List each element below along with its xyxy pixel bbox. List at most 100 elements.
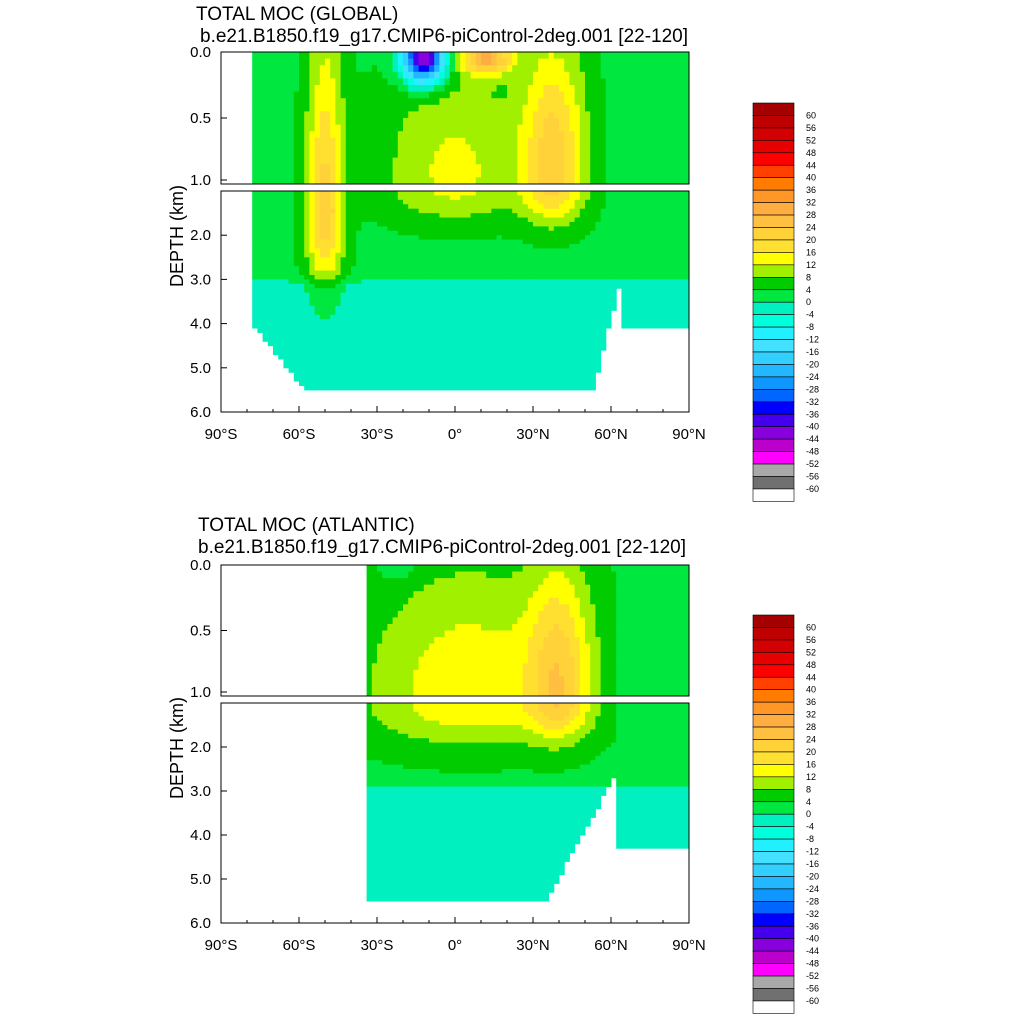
contour-cell [579, 350, 586, 356]
contour-cell [647, 261, 654, 267]
contour-cell [335, 354, 342, 360]
contour-cell [403, 266, 409, 272]
contour-cell [309, 85, 316, 93]
contour-cell [605, 164, 612, 172]
contour-cell [387, 292, 394, 298]
contour-cell [668, 104, 674, 112]
contour-cell [273, 104, 279, 112]
contour-cell [361, 157, 368, 165]
contour-cell [460, 350, 466, 356]
contour-cell [491, 91, 498, 99]
contour-cell [397, 195, 404, 201]
contour-cell [527, 358, 534, 364]
contour-cell [413, 104, 420, 112]
contour-cell [642, 217, 648, 223]
contour-cell [647, 85, 654, 93]
contour-cell [647, 266, 654, 272]
contour-cell [507, 104, 513, 112]
contour-cell [564, 358, 570, 364]
contour-cell [397, 85, 404, 93]
contour-cell [439, 252, 446, 258]
contour-cell [387, 71, 394, 79]
contour-cell [262, 124, 269, 132]
contour-cell [330, 319, 336, 325]
contour-cell [293, 78, 300, 86]
contour-cell [481, 266, 487, 272]
contour-cell [366, 52, 373, 60]
contour-cell [387, 131, 394, 139]
contour-cell [449, 104, 456, 112]
contour-cell [569, 283, 576, 289]
contour-cell [543, 170, 550, 178]
contour-cell [304, 367, 310, 373]
contour-cell [283, 345, 290, 351]
contour-cell [392, 297, 399, 302]
contour-cell [382, 104, 388, 112]
contour-cell [304, 248, 310, 254]
contour-cell [262, 301, 269, 307]
contour-cell [413, 252, 420, 258]
contour-cell [559, 367, 565, 373]
contour-cell [366, 319, 373, 325]
contour-cell [413, 336, 420, 342]
contour-cell [460, 279, 466, 285]
contour-cell [382, 144, 388, 152]
contour-cell [340, 157, 347, 165]
contour-cell [579, 91, 586, 99]
contour-cell [460, 221, 466, 227]
contour-cell [668, 288, 674, 294]
contour-cell [605, 104, 612, 112]
contour-cell [512, 279, 518, 285]
contour-cell [283, 323, 290, 329]
contour-cell [647, 221, 654, 227]
contour-cell [283, 52, 290, 60]
contour-cell [496, 358, 503, 364]
contour-cell [439, 221, 446, 227]
contour-cell [371, 164, 378, 172]
contour-cell [273, 151, 279, 159]
contour-cell [605, 314, 612, 320]
contour-cell [345, 239, 352, 245]
contour-cell [590, 350, 596, 356]
contour-cell [257, 118, 264, 126]
contour-cell [637, 283, 643, 289]
contour-cell [382, 85, 388, 93]
contour-cell [434, 385, 440, 391]
contour-cell [392, 204, 399, 210]
contour-cell [429, 226, 435, 232]
contour-cell [335, 319, 342, 325]
contour-cell [631, 266, 638, 272]
contour-cell [600, 292, 607, 298]
contour-cell [543, 314, 550, 320]
contour-cell [512, 314, 518, 320]
contour-cell [579, 71, 586, 79]
contour-cell [470, 217, 477, 223]
contour-cell [507, 319, 513, 325]
contour-cell [377, 350, 383, 356]
contour-cell [626, 52, 633, 60]
contour-cell [496, 78, 503, 86]
contour-cell [569, 111, 576, 119]
contour-cell [377, 310, 383, 316]
contour-cell [579, 221, 586, 227]
contour-cell [444, 288, 451, 294]
contour-cell [262, 257, 269, 263]
contour-cell [564, 266, 570, 272]
contour-cell [299, 301, 305, 307]
contour-cell [616, 213, 622, 219]
contour-cell [527, 297, 534, 302]
contour-cell [382, 367, 388, 373]
contour-cell [392, 137, 399, 145]
contour-cell [533, 137, 539, 145]
contour-cell [449, 199, 456, 205]
contour-cell [267, 248, 274, 254]
contour-cell [517, 358, 524, 364]
contour-cell [299, 248, 305, 254]
contour-cell [304, 71, 310, 79]
contour-cell [262, 235, 269, 241]
contour-cell [626, 314, 633, 320]
contour-cell [663, 65, 669, 73]
contour-cell [293, 376, 300, 382]
contour-cell [475, 244, 482, 249]
contour-cell [507, 314, 513, 320]
